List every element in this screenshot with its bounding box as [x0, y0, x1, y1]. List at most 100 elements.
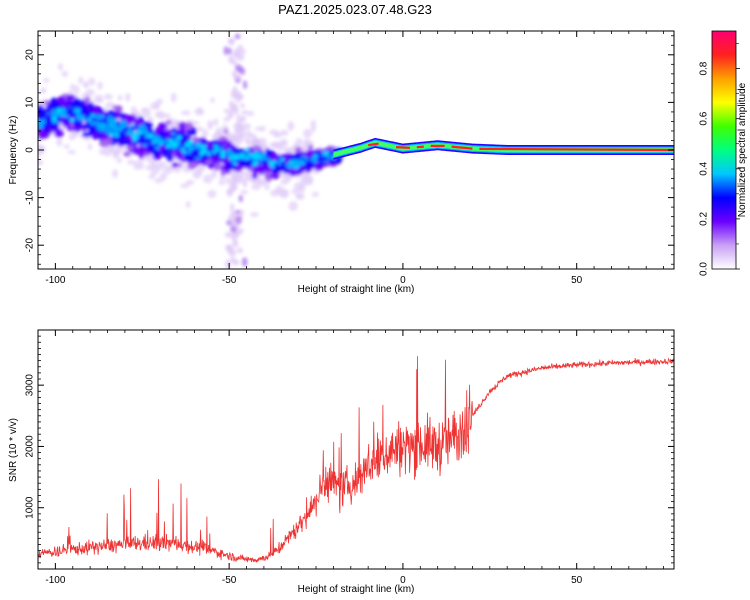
spectrogram-cell — [298, 166, 304, 171]
spectrogram-y-tick-label: 10 — [25, 96, 36, 108]
spectrogram-heatmap — [38, 33, 345, 269]
spectrogram-cell — [50, 97, 58, 106]
spectrogram-peak-cell — [171, 142, 177, 147]
spectrogram-faint-cell — [117, 95, 123, 101]
spectrogram-peak-cell — [75, 108, 81, 113]
spectrogram-faint-cell — [237, 44, 244, 53]
spectrogram-faint-cell — [225, 259, 232, 269]
spectrogram-faint-cell — [240, 103, 245, 109]
spectrogram-cell — [106, 123, 116, 128]
spectrogram-faint-cell — [297, 184, 306, 193]
spectrogram-x-tick-label: 50 — [571, 275, 583, 286]
spectrogram-cell — [226, 148, 232, 156]
spectrogram-cell — [157, 133, 167, 138]
spectrogram-faint-cell — [235, 215, 242, 225]
spectrogram-faint-cell — [88, 77, 96, 86]
spectrogram-cell — [295, 146, 303, 155]
snr-panel: -100 -50 0 50 1000 2000 3000 Height of straig… — [8, 329, 675, 595]
spectrogram-faint-cell — [38, 159, 44, 166]
spectrogram-cell — [252, 166, 262, 174]
spectrogram-peak-cell — [289, 160, 295, 165]
spectrogram-faint-cell — [233, 105, 239, 115]
spectrogram-faint-cell — [72, 131, 78, 138]
spectrogram-y-tick-label: -10 — [25, 190, 36, 205]
spectrogram-faint-cell — [231, 134, 238, 143]
spectrogram-faint-cell — [42, 77, 50, 83]
carrier-band-core — [451, 145, 473, 150]
spectrogram-x-tick-label: 0 — [400, 275, 406, 286]
spectrogram-cell — [269, 171, 281, 180]
spectrogram-faint-cell — [241, 122, 251, 131]
spectrogram-cell — [166, 120, 172, 125]
spectrogram-faint-cell — [194, 108, 205, 116]
spectrogram-faint-cell — [70, 83, 75, 92]
spectrogram-x-axis: -100 -50 0 50 — [37, 31, 664, 286]
snr-line-clip — [38, 356, 674, 563]
spectrogram-peak-cell — [234, 155, 240, 160]
spectrogram-cell — [92, 105, 101, 115]
spectrogram-peak-cell — [202, 149, 208, 154]
spectrogram-faint-cell — [234, 33, 241, 40]
spectrogram-faint-cell — [156, 160, 167, 167]
spectrogram-cell — [251, 171, 258, 180]
spectrogram-faint-cell — [244, 130, 253, 139]
spectrogram-cell — [181, 137, 187, 143]
spectrogram-faint-cell — [288, 201, 298, 212]
spectrogram-faint-cell — [234, 64, 242, 72]
spectrogram-peak-cell — [279, 157, 285, 162]
spectrogram-peak-cell — [206, 151, 212, 156]
snr-x-tick-label: 0 — [400, 575, 406, 586]
figure-title: PAZ1.2025.023.07.48.G23 — [278, 2, 432, 17]
spectrogram-faint-cell — [138, 160, 144, 171]
spectrogram-faint-cell — [82, 81, 89, 88]
colorbar-tick-label: 0.8 — [699, 61, 710, 75]
snr-y-tick-label: 3000 — [25, 374, 36, 397]
spectrogram-cell — [91, 132, 98, 140]
spectrogram-cell — [38, 112, 46, 120]
colorbar-tick-label: 0.2 — [699, 212, 710, 226]
spectrogram-faint-cell — [250, 212, 259, 218]
spectrogram-cell — [166, 152, 174, 162]
spectrogram-faint-cell — [246, 111, 255, 117]
spectrogram-cell — [111, 134, 122, 144]
spectrogram-faint-cell — [238, 194, 244, 203]
spectrogram-faint-cell — [94, 98, 104, 103]
spectrogram-peak-cell — [244, 147, 250, 152]
spectrogram-faint-cell — [207, 123, 213, 130]
spectrogram-faint-cell — [232, 241, 239, 248]
spectrogram-faint-cell — [236, 132, 245, 138]
spectrogram-cell — [84, 123, 93, 130]
spectrogram-peak-cell — [188, 140, 194, 145]
spectrogram-peak-cell — [86, 117, 92, 122]
spectrogram-cell — [314, 161, 320, 171]
spectrogram-faint-cell — [210, 97, 215, 103]
spectrogram-faint-cell — [242, 80, 248, 90]
spectrogram-peak-cell — [252, 161, 258, 166]
spectrogram-y-tick-label: 20 — [25, 49, 36, 61]
spectrogram-faint-cell — [116, 146, 126, 152]
spectrogram-cell — [244, 158, 252, 167]
spectrogram-cell — [136, 137, 147, 145]
spectrogram-faint-cell — [111, 148, 117, 155]
spectrogram-cell — [68, 108, 74, 118]
spectrogram-faint-cell — [286, 148, 294, 155]
spectrogram-faint-cell — [58, 63, 63, 71]
spectrogram-peak-cell — [232, 161, 238, 166]
spectrogram-faint-cell — [141, 107, 150, 112]
spectrogram-cell — [43, 100, 50, 105]
spectrogram-faint-cell — [295, 137, 304, 148]
spectrogram-cell — [265, 150, 272, 159]
spectrogram-peak-cell — [252, 154, 258, 159]
spectrogram-cell — [81, 131, 92, 138]
spectrogram-faint-cell — [215, 127, 225, 137]
colorbar-gradient — [711, 30, 737, 270]
spectrogram-faint-cell — [219, 175, 226, 181]
spectrogram-faint-cell — [195, 166, 203, 177]
spectrogram-cell — [42, 125, 50, 131]
spectrogram-faint-cell — [203, 174, 213, 184]
colorbar-label: Normalized spectral amplitude — [737, 82, 748, 217]
spectrogram-cell — [50, 109, 57, 119]
spectrogram-cell — [139, 146, 149, 153]
spectrogram-faint-cell — [78, 76, 84, 85]
spectrogram-peak-cell — [300, 160, 306, 165]
